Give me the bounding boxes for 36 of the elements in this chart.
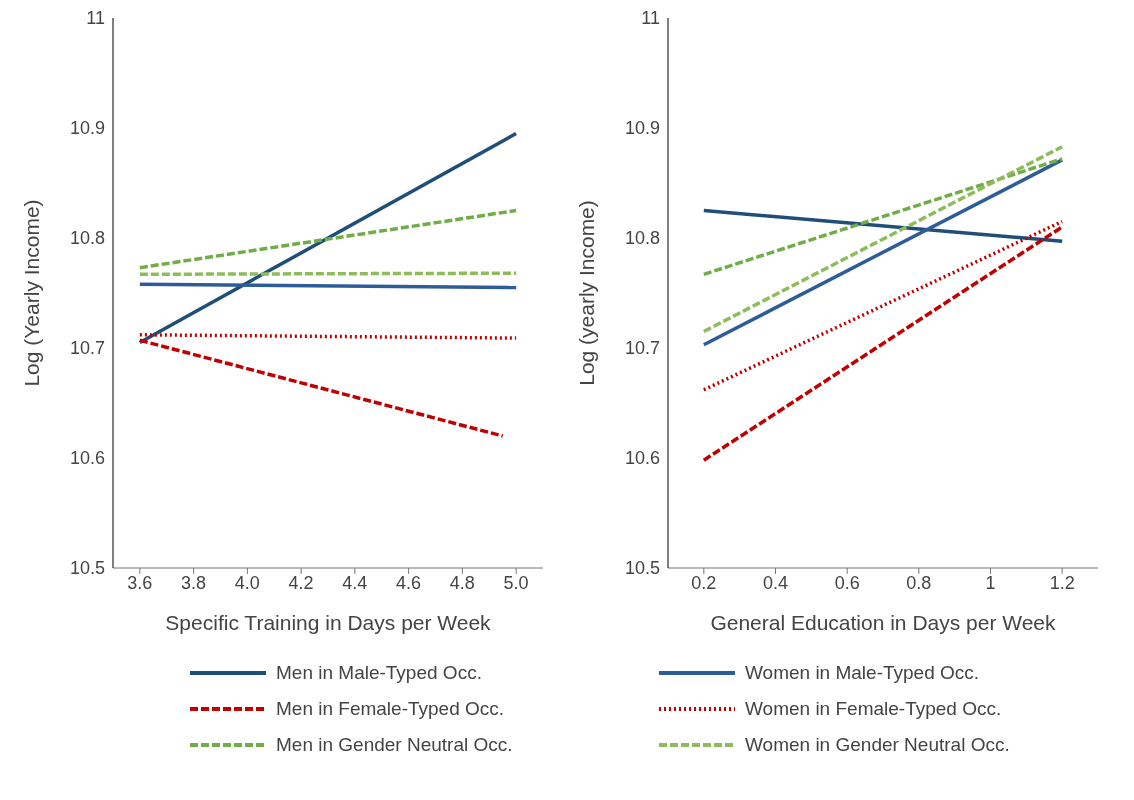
y-tick-label: 10.9 xyxy=(69,118,105,139)
x-tick-label: 3.6 xyxy=(127,572,153,593)
y-axis-title: Log (yearly Income) xyxy=(575,200,599,386)
x-tick-label: 4.0 xyxy=(234,572,260,593)
x-tick-label: 4.2 xyxy=(288,572,314,593)
y-tick-label: 11 xyxy=(86,8,105,29)
y-tick-label: 10.7 xyxy=(624,338,660,359)
x-tick-label: 1.2 xyxy=(1049,572,1075,593)
y-tick-label: 10.5 xyxy=(69,558,105,579)
y-tick-label: 10.6 xyxy=(624,448,660,469)
x-tick-label: 0.4 xyxy=(762,572,789,593)
x-tick-label: 0.6 xyxy=(834,572,860,593)
y-tick-label: 10.8 xyxy=(624,228,660,249)
legend-label: Women in Gender Neutral Occ. xyxy=(745,734,1010,756)
y-tick-label: 10.6 xyxy=(69,448,105,469)
x-axis-title: General Education in Days per Week xyxy=(710,611,1057,634)
legend-label: Men in Gender Neutral Occ. xyxy=(276,734,513,756)
x-tick-label: 0.8 xyxy=(906,572,932,593)
x-tick-label: 4.8 xyxy=(449,572,475,593)
y-tick-label: 11 xyxy=(641,8,660,29)
legend-label: Women in Male-Typed Occ. xyxy=(745,662,980,684)
x-axis-title: Specific Training in Days per Week xyxy=(165,611,492,634)
legend-label: Women in Female-Typed Occ. xyxy=(745,698,1002,720)
y-tick-label: 10.8 xyxy=(69,228,105,249)
x-tick-label: 3.8 xyxy=(181,572,207,593)
y-tick-label: 10.7 xyxy=(69,338,105,359)
x-tick-label: 0.2 xyxy=(691,572,717,593)
y-tick-label: 10.5 xyxy=(624,558,660,579)
legend-label: Men in Female-Typed Occ. xyxy=(276,698,505,720)
y-tick-label: 10.9 xyxy=(624,118,660,139)
y-axis-title: Log (Yearly Income) xyxy=(20,199,44,387)
x-tick-label: 4.6 xyxy=(396,572,422,593)
x-tick-label: 1 xyxy=(985,572,996,593)
x-tick-label: 4.4 xyxy=(342,572,368,593)
x-tick-label: 5.0 xyxy=(503,572,529,593)
legend-label: Men in Male-Typed Occ. xyxy=(276,662,482,684)
